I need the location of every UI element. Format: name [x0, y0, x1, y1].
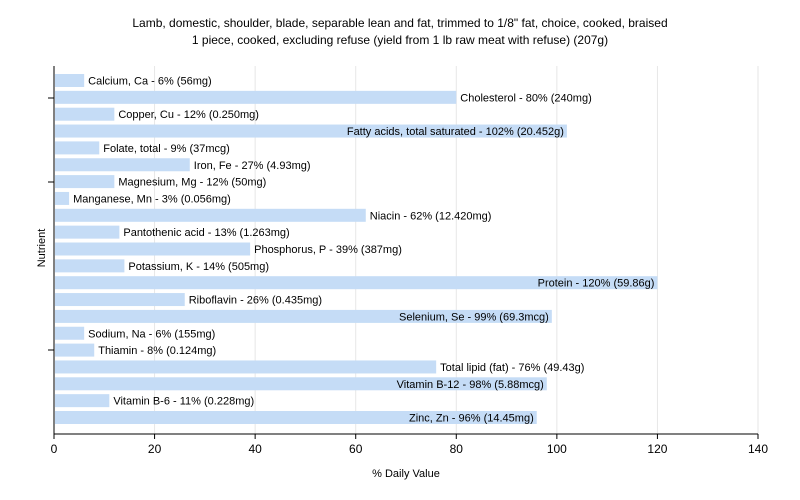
bar [55, 175, 115, 189]
bar [55, 293, 185, 307]
bar-label: Vitamin B-6 - 11% (0.228mg) [113, 396, 254, 408]
bars-group: Calcium, Ca - 6% (56mg) Cholesterol - 80%… [55, 74, 658, 425]
bar-label: Riboflavin - 26% (0.435mg) [189, 295, 322, 307]
chart-title: Lamb, domestic, shoulder, blade, separab… [132, 16, 667, 30]
bar-label: Vitamin B-12 - 98% (5.88mcg) [397, 379, 544, 391]
bar-label: Protein - 120% (59.86g) [538, 278, 655, 290]
bar [55, 141, 100, 155]
bar-label: Total lipid (fat) - 76% (49.43g) [440, 362, 584, 374]
x-tick-label: 40 [248, 442, 262, 456]
bar-label: Calcium, Ca - 6% (56mg) [88, 76, 211, 88]
x-tick-label: 120 [647, 442, 667, 456]
bar-label: Copper, Cu - 12% (0.250mg) [118, 109, 259, 121]
bar [55, 309, 552, 323]
x-axis-title: % Daily Value [372, 468, 440, 480]
bar-label: Iron, Fe - 27% (4.93mg) [194, 160, 311, 172]
bar-label: Folate, total - 9% (37mcg) [103, 143, 230, 155]
bar [55, 124, 567, 138]
x-tick-label: 60 [349, 442, 363, 456]
x-tick-label: 100 [547, 442, 567, 456]
bar-label: Cholesterol - 80% (240mg) [460, 92, 591, 104]
axes-group [48, 66, 758, 435]
x-tick-label: 80 [450, 442, 464, 456]
y-axis-title: Nutrient [36, 229, 48, 268]
bar [55, 107, 115, 121]
bar [55, 326, 85, 340]
x-tick-label: 140 [748, 442, 768, 456]
bar [55, 208, 366, 222]
bar-label: Niacin - 62% (12.420mg) [370, 210, 492, 222]
bar-label: Manganese, Mn - 3% (0.056mg) [73, 193, 231, 205]
bar-label: Potassium, K - 14% (505mg) [128, 261, 269, 273]
bar [55, 158, 190, 172]
bar-label: Phosphorus, P - 39% (387mg) [254, 244, 402, 256]
bar [55, 259, 125, 273]
bar [55, 377, 547, 391]
bar-label: Selenium, Se - 99% (69.3mcg) [399, 311, 549, 323]
bar [55, 191, 70, 205]
bar [55, 242, 251, 256]
bar [55, 276, 658, 290]
bar-label: Thiamin - 8% (0.124mg) [98, 345, 216, 357]
bar [55, 360, 437, 374]
bar-label: Sodium, Na - 6% (155mg) [88, 328, 215, 340]
bar-label: Zinc, Zn - 96% (14.45mg) [409, 413, 534, 425]
bar [55, 394, 110, 408]
bar [55, 343, 95, 357]
bar [55, 74, 85, 87]
chart-subtitle: 1 piece, cooked, excluding refuse (yield… [192, 33, 608, 47]
x-tick-label: 20 [148, 442, 162, 456]
bar-label: Fatty acids, total saturated - 102% (20.… [347, 126, 564, 138]
bar-label: Pantothenic acid - 13% (1.263mg) [123, 227, 289, 239]
bar [55, 225, 120, 239]
bar [55, 90, 457, 104]
bar-label: Magnesium, Mg - 12% (50mg) [118, 177, 266, 189]
x-tick-label: 0 [51, 442, 58, 456]
x-ticks-group: 0 20 40 60 80 100 120 140 [51, 434, 768, 456]
bar [55, 411, 537, 424]
